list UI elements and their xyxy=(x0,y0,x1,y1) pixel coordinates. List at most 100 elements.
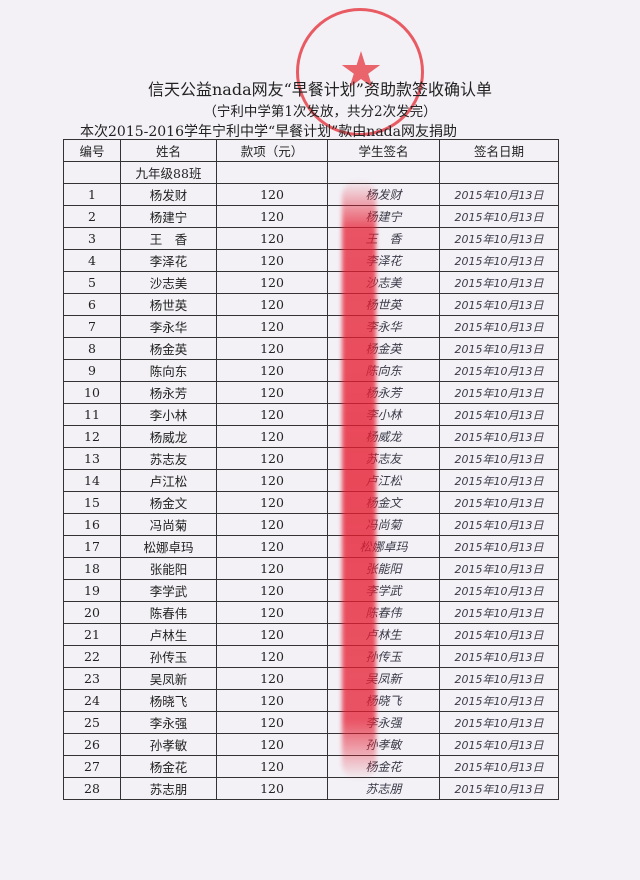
student-signature: 李永强 xyxy=(327,711,440,734)
document-subtitle: （宁利中学第1次发放，共分2次发完） xyxy=(203,104,437,120)
sign-date: 2015年10月13日 xyxy=(439,601,559,624)
student-signature: 卢江松 xyxy=(327,469,440,492)
sign-date: 2015年10月13日 xyxy=(439,535,559,558)
sign-date: 2015年10月13日 xyxy=(439,733,559,756)
table-row: 5 沙志美 120 沙志美 2015年10月13日 xyxy=(63,271,559,294)
student-signature: 李永华 xyxy=(327,315,440,338)
student-name: 杨发财 xyxy=(120,183,217,206)
student-name: 陈春伟 xyxy=(120,601,217,624)
student-name: 杨威龙 xyxy=(120,425,217,448)
student-name: 杨金花 xyxy=(120,755,217,778)
student-name: 张能阳 xyxy=(120,557,217,580)
table-row: 15 杨金文 120 杨金文 2015年10月13日 xyxy=(63,491,559,514)
student-name: 杨金文 xyxy=(120,491,217,514)
amount: 120 xyxy=(216,689,328,712)
amount: 120 xyxy=(216,711,328,734)
table-header: 编号 姓名 款项（元） 学生签名 签名日期 xyxy=(63,139,559,162)
amount: 120 xyxy=(216,315,328,338)
row-no: 11 xyxy=(63,403,121,426)
row-no: 7 xyxy=(63,315,121,338)
amount: 120 xyxy=(216,381,328,404)
student-signature: 杨金文 xyxy=(327,491,440,514)
amount: 120 xyxy=(216,667,328,690)
student-name: 杨永芳 xyxy=(120,381,217,404)
row-no: 14 xyxy=(63,469,121,492)
sign-date: 2015年10月13日 xyxy=(439,249,559,272)
student-signature: 杨威龙 xyxy=(327,425,440,448)
row-no: 23 xyxy=(63,667,121,690)
table-row: 10 杨永芳 120 杨永芳 2015年10月13日 xyxy=(63,381,559,404)
sign-date: 2015年10月13日 xyxy=(439,777,559,800)
sign-date: 2015年10月13日 xyxy=(439,469,559,492)
amount: 120 xyxy=(216,403,328,426)
row-no: 17 xyxy=(63,535,121,558)
row-no: 16 xyxy=(63,513,121,536)
student-name: 李学武 xyxy=(120,579,217,602)
table-row: 26 孙孝敏 120 孙孝敏 2015年10月13日 xyxy=(63,733,559,756)
header-name: 姓名 xyxy=(120,139,217,162)
amount: 120 xyxy=(216,337,328,360)
row-no: 15 xyxy=(63,491,121,514)
student-signature: 冯尚菊 xyxy=(327,513,440,536)
table-row: 1 杨发财 120 杨发财 2015年10月13日 xyxy=(63,183,559,206)
row-no: 13 xyxy=(63,447,121,470)
amount: 120 xyxy=(216,623,328,646)
amount: 120 xyxy=(216,425,328,448)
student-name: 苏志朋 xyxy=(120,777,217,800)
amount: 120 xyxy=(216,271,328,294)
student-name: 陈向东 xyxy=(120,359,217,382)
amount: 120 xyxy=(216,205,328,228)
student-name: 李永强 xyxy=(120,711,217,734)
sign-date: 2015年10月13日 xyxy=(439,513,559,536)
table-row: 16 冯尚菊 120 冯尚菊 2015年10月13日 xyxy=(63,513,559,536)
sign-date: 2015年10月13日 xyxy=(439,403,559,426)
table-row: 2 杨建宁 120 杨建宁 2015年10月13日 xyxy=(63,205,559,228)
row-no: 22 xyxy=(63,645,121,668)
student-signature: 杨建宁 xyxy=(327,205,440,228)
student-signature: 张能阳 xyxy=(327,557,440,580)
table-row: 22 孙传玉 120 孙传玉 2015年10月13日 xyxy=(63,645,559,668)
receipt-table: 编号 姓名 款项（元） 学生签名 签名日期 九年级88班 1 杨发财 120 杨发财 2… xyxy=(63,139,559,800)
table-row: 4 李泽花 120 李泽花 2015年10月13日 xyxy=(63,249,559,272)
student-signature: 苏志朋 xyxy=(327,777,440,800)
table-row: 11 李小林 120 李小林 2015年10月13日 xyxy=(63,403,559,426)
student-name: 杨金英 xyxy=(120,337,217,360)
amount: 120 xyxy=(216,733,328,756)
student-signature: 杨永芳 xyxy=(327,381,440,404)
amount: 120 xyxy=(216,491,328,514)
sign-date: 2015年10月13日 xyxy=(439,381,559,404)
donation-note: 本次2015-2016学年宁利中学“早餐计划”款由nada网友捐助 xyxy=(80,124,457,140)
sign-date: 2015年10月13日 xyxy=(439,557,559,580)
row-no: 27 xyxy=(63,755,121,778)
amount: 120 xyxy=(216,227,328,250)
sign-date: 2015年10月13日 xyxy=(439,711,559,734)
sign-date: 2015年10月13日 xyxy=(439,491,559,514)
header-signature: 学生签名 xyxy=(327,139,440,162)
table-row: 6 杨世英 120 杨世英 2015年10月13日 xyxy=(63,293,559,316)
student-name: 王 香 xyxy=(120,227,217,250)
row-no: 19 xyxy=(63,579,121,602)
student-signature: 孙孝敏 xyxy=(327,733,440,756)
amount: 120 xyxy=(216,447,328,470)
amount: 120 xyxy=(216,645,328,668)
amount: 120 xyxy=(216,359,328,382)
student-name: 杨晓飞 xyxy=(120,689,217,712)
sign-date: 2015年10月13日 xyxy=(439,447,559,470)
sign-date: 2015年10月13日 xyxy=(439,755,559,778)
amount: 120 xyxy=(216,579,328,602)
sign-date: 2015年10月13日 xyxy=(439,337,559,360)
table-row: 27 杨金花 120 杨金花 2015年10月13日 xyxy=(63,755,559,778)
table-row: 14 卢江松 120 卢江松 2015年10月13日 xyxy=(63,469,559,492)
student-signature: 杨金英 xyxy=(327,337,440,360)
sign-date: 2015年10月13日 xyxy=(439,227,559,250)
amount: 120 xyxy=(216,755,328,778)
student-name: 杨建宁 xyxy=(120,205,217,228)
student-name: 杨世英 xyxy=(120,293,217,316)
amount: 120 xyxy=(216,513,328,536)
class-name: 九年级88班 xyxy=(120,161,217,184)
header-amount: 款项（元） xyxy=(216,139,328,162)
row-no: 10 xyxy=(63,381,121,404)
row-no: 25 xyxy=(63,711,121,734)
student-signature: 陈春伟 xyxy=(327,601,440,624)
table-row: 23 吴凤新 120 吴凤新 2015年10月13日 xyxy=(63,667,559,690)
